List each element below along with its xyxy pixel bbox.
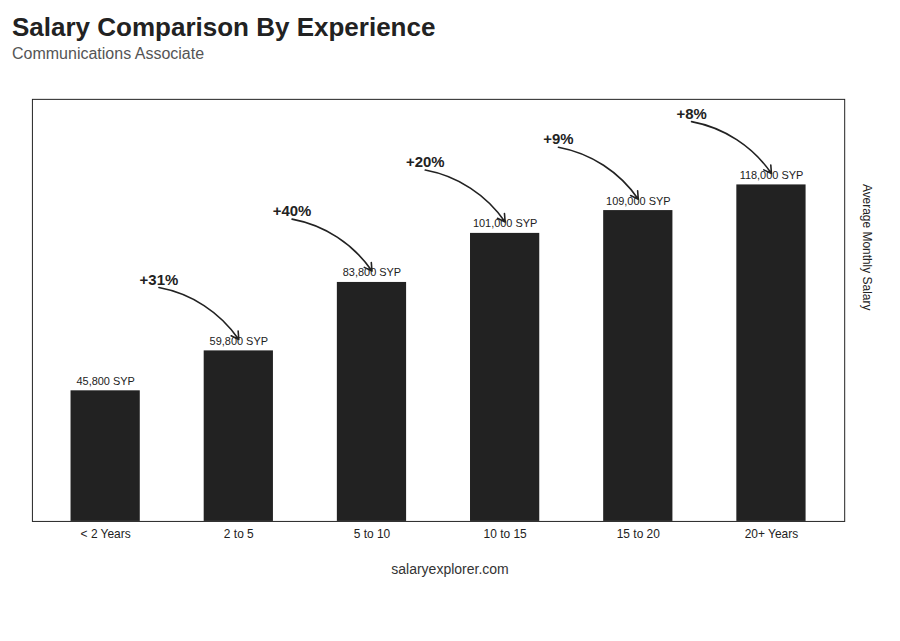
svg-text:59,800 SYP: 59,800 SYP <box>209 334 268 347</box>
svg-text:+31%: +31% <box>140 271 179 288</box>
svg-text:Average Monthly Salary: Average Monthly Salary <box>860 184 874 311</box>
html-text:salaryexplorer.com: salaryexplorer.com <box>391 560 509 577</box>
svg-text:45,800 SYP: 45,800 SYP <box>76 375 134 387</box>
svg-text:101,000 SYP: 101,000 SYP <box>472 217 538 230</box>
svg-text:83,800 SYP: 83,800 SYP <box>342 266 402 279</box>
svg-text:2 to 5: 2 to 5 <box>224 527 254 541</box>
html-text:Communications Associate: Communications Associate <box>12 45 205 62</box>
html-text:Salary Comparison By Experienc: Salary Comparison By Experience <box>12 12 436 42</box>
svg-text:10 to 15: 10 to 15 <box>484 527 528 541</box>
svg-text:+9%: +9% <box>543 130 573 147</box>
svg-text:+8%: +8% <box>676 105 706 122</box>
svg-text:20+ Years: 20+ Years <box>745 527 798 541</box>
svg-text:+20%: +20% <box>406 153 445 170</box>
svg-text:15 to 20: 15 to 20 <box>617 527 661 541</box>
svg-text:+40%: +40% <box>273 202 312 219</box>
svg-text:< 2 Years: < 2 Years <box>81 527 131 541</box>
svg-text:109,000 SYP: 109,000 SYP <box>606 194 671 207</box>
svg-text:5 to 10: 5 to 10 <box>354 527 391 541</box>
svg-text:118,000 SYP: 118,000 SYP <box>739 168 804 181</box>
